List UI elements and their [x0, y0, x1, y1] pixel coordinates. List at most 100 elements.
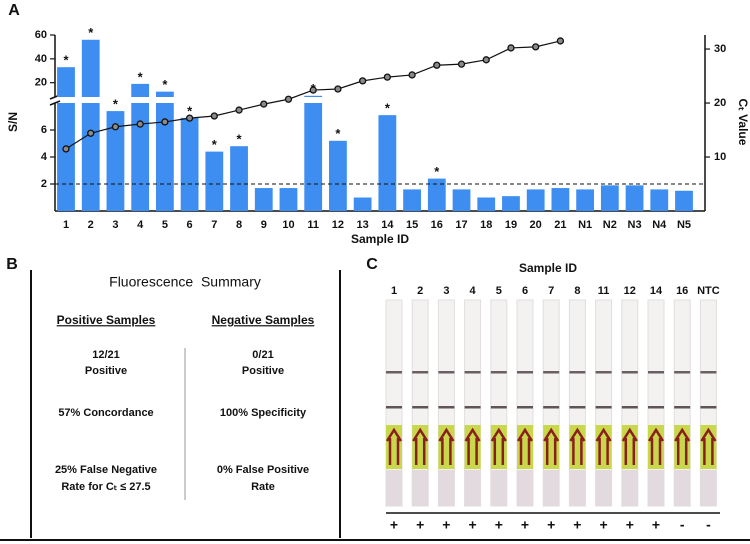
strip-label: 12	[624, 285, 636, 297]
arrow	[595, 427, 612, 465]
x-tick-label: 20	[530, 219, 542, 231]
arrow	[569, 427, 586, 465]
wick	[595, 470, 612, 506]
bar	[180, 117, 199, 211]
arrow	[412, 427, 429, 465]
y-tick-label: 20	[35, 77, 47, 89]
panel-label: A	[8, 2, 20, 19]
y-tick-label: 4	[41, 151, 48, 163]
summary-text: 57% Concordance	[58, 407, 153, 419]
significance-mark: *	[113, 97, 119, 112]
result-label: -	[680, 517, 685, 533]
result-label: -	[706, 517, 711, 533]
significance-mark: *	[63, 53, 69, 68]
strip-label: 6	[522, 285, 528, 297]
bar	[81, 103, 100, 211]
bar	[403, 189, 421, 211]
ct-point	[457, 60, 466, 68]
bar	[57, 103, 75, 211]
bar	[155, 91, 174, 97]
bar	[131, 103, 150, 211]
x-tick-label: 17	[455, 219, 467, 231]
x-tick-label: 19	[505, 219, 517, 231]
bar	[205, 151, 224, 211]
y-tick-label: 6	[41, 124, 47, 136]
bar	[353, 197, 372, 211]
control-line	[648, 371, 664, 374]
strip-label: 16	[676, 285, 688, 297]
arrow	[438, 427, 455, 465]
bar	[452, 189, 471, 211]
ct-point	[482, 56, 490, 64]
arrow	[385, 427, 403, 465]
test-line	[386, 406, 402, 409]
y2-tick-label: 10	[714, 151, 726, 163]
x-tick-label: 7	[211, 219, 217, 231]
wick	[517, 470, 533, 506]
x-tick-label: 11	[307, 219, 319, 231]
x-tick-label: 21	[554, 219, 566, 231]
bar	[329, 140, 347, 211]
y-tick-label: 2	[41, 178, 47, 190]
ct-point	[111, 123, 120, 131]
x-tick-label: N2	[603, 219, 617, 231]
summary-text: 0% False Positive	[217, 464, 309, 476]
ct-point	[136, 120, 144, 128]
control-line	[412, 371, 429, 374]
wick	[648, 470, 664, 506]
x-tick-label: 6	[187, 219, 193, 231]
result-label: +	[547, 517, 555, 533]
significance-mark: *	[187, 103, 193, 118]
ct-point	[62, 145, 70, 153]
test-line	[648, 406, 664, 409]
strip-label: NTC	[697, 285, 720, 297]
summary-title: Fluorescence Summary	[109, 274, 261, 290]
bar	[477, 197, 496, 211]
strip-label: 7	[548, 285, 554, 297]
ct-point	[87, 129, 95, 137]
ct-point	[309, 86, 317, 94]
wick	[621, 470, 638, 506]
result-label: +	[390, 517, 398, 533]
bar	[576, 189, 595, 211]
summary-text: 12/21	[92, 349, 120, 361]
bar	[230, 146, 248, 211]
control-line	[438, 371, 455, 374]
result-label: +	[521, 517, 529, 533]
column-heading: Positive Samples	[57, 313, 156, 327]
strip-label: 4	[470, 285, 477, 297]
ct-point	[161, 118, 169, 126]
x-tick-label: 13	[357, 219, 369, 231]
arrow	[543, 427, 560, 465]
bar	[57, 67, 75, 97]
ct-point	[358, 77, 367, 85]
x-tick-label: 16	[431, 219, 443, 231]
x-tick-label: 15	[406, 219, 418, 231]
strip-label: 5	[496, 285, 502, 297]
significance-mark: *	[335, 126, 341, 141]
ct-point	[334, 85, 342, 93]
control-line	[386, 371, 402, 374]
strip-label: 8	[574, 285, 580, 297]
strip-label: 14	[650, 285, 663, 297]
bar	[131, 83, 150, 97]
test-line	[674, 406, 691, 409]
control-line	[490, 371, 507, 374]
significance-mark: *	[162, 77, 168, 92]
ct-point	[507, 44, 515, 52]
arrow	[516, 427, 534, 465]
panel-label: B	[6, 256, 18, 273]
x-tick-label: 1	[63, 219, 69, 231]
summary-text: Rate for Cₜ ≤ 27.5	[61, 481, 150, 493]
y2-axis-label: Cₜ Value	[736, 99, 750, 146]
x-tick-label: N4	[652, 219, 667, 231]
significance-mark: *	[237, 132, 243, 147]
x-tick-label: 10	[282, 219, 294, 231]
control-line	[621, 371, 638, 374]
result-label: +	[573, 517, 581, 533]
x-tick-label: 14	[381, 219, 394, 231]
ct-point	[532, 43, 540, 51]
y-axis-label: S/N	[6, 112, 20, 132]
strip-label: 2	[417, 285, 423, 297]
wick	[490, 470, 507, 506]
